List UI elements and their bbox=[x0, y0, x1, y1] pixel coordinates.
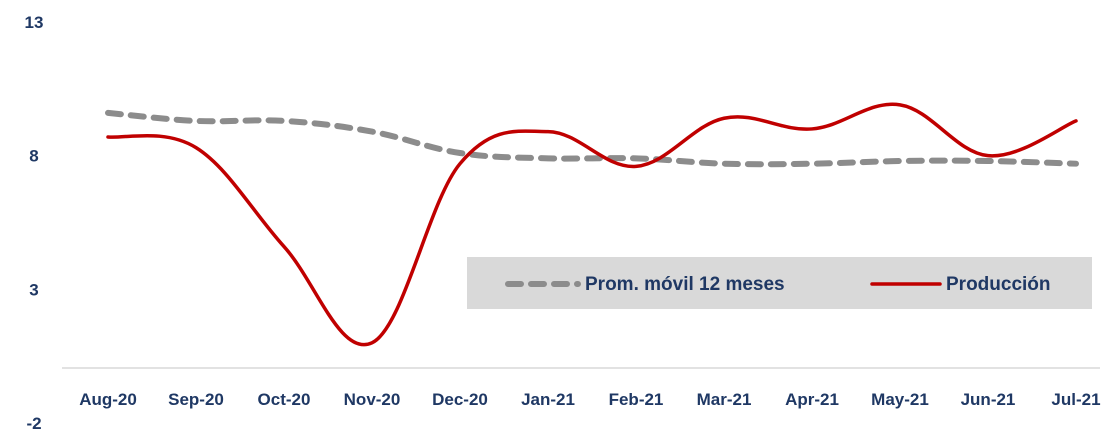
legend: Prom. móvil 12 meses Producción bbox=[467, 257, 1092, 309]
y-tick-label: 3 bbox=[29, 280, 38, 299]
legend-background bbox=[467, 257, 1092, 309]
series-line-moving-average bbox=[105, 109, 1079, 168]
x-tick-label: Jul-21 bbox=[1051, 390, 1100, 409]
legend-label: Producción bbox=[946, 274, 1051, 295]
x-axis-ticks: Aug-20 Sep-20 Oct-20 Nov-20 Dec-20 Jan-21 Feb-… bbox=[79, 390, 1100, 409]
x-tick-label: May-21 bbox=[871, 390, 929, 409]
x-tick-label: Dec-20 bbox=[432, 390, 488, 409]
x-tick-label: Mar-21 bbox=[697, 390, 752, 409]
y-tick-label: 8 bbox=[29, 147, 38, 166]
x-tick-label: Apr-21 bbox=[785, 390, 839, 409]
y-tick-label: -2 bbox=[26, 414, 41, 430]
legend-label: Prom. móvil 12 meses bbox=[585, 274, 785, 295]
x-tick-label: Oct-20 bbox=[258, 390, 311, 409]
series-line-production bbox=[106, 102, 1078, 347]
x-tick-label: Nov-20 bbox=[344, 390, 401, 409]
y-tick-label: 13 bbox=[25, 13, 44, 32]
x-tick-label: Sep-20 bbox=[168, 390, 224, 409]
x-tick-label: Jun-21 bbox=[961, 390, 1016, 409]
x-tick-label: Jan-21 bbox=[521, 390, 575, 409]
series-layer bbox=[105, 102, 1079, 347]
x-tick-label: Aug-20 bbox=[79, 390, 137, 409]
x-tick-label: Feb-21 bbox=[609, 390, 664, 409]
y-axis-ticks: 13 8 3 -2 bbox=[25, 13, 44, 430]
